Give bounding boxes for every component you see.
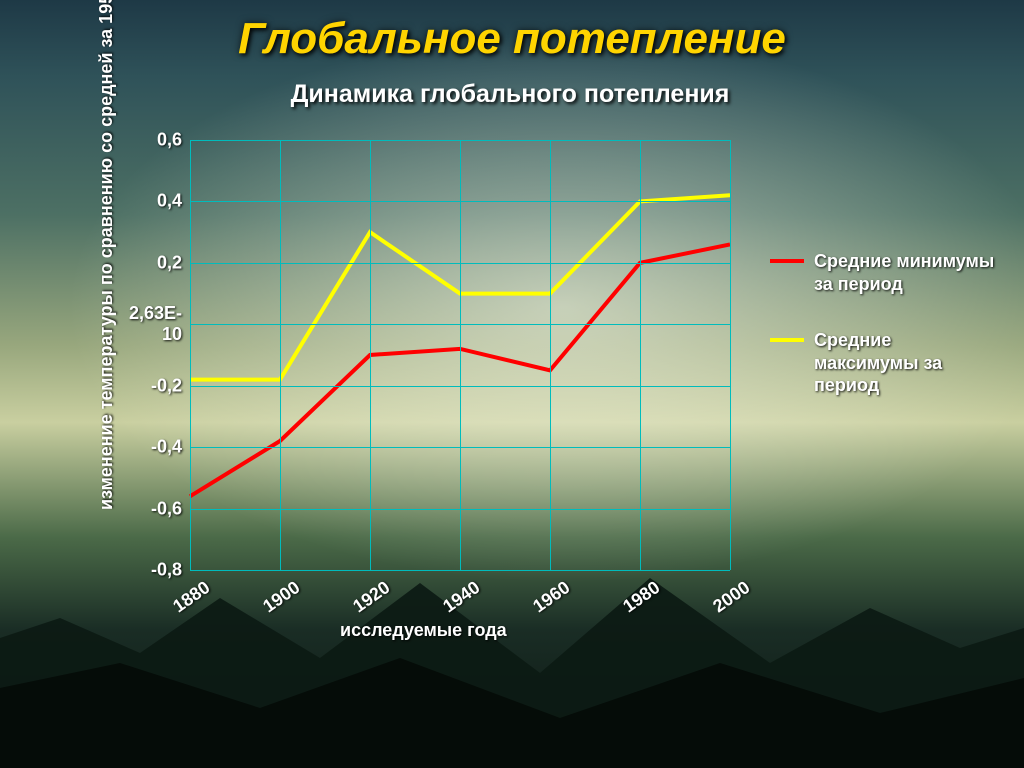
gridline-vertical [190, 140, 191, 570]
gridline-horizontal [190, 570, 730, 571]
x-tick-label: 1960 [505, 577, 574, 634]
legend-swatch [770, 259, 804, 263]
slide: Глобальное потепление Динамика глобально… [0, 0, 1024, 768]
y-tick-label: 0,4 [120, 191, 182, 212]
y-tick-label: 0,6 [120, 130, 182, 151]
gridline-vertical [460, 140, 461, 570]
legend: Средние минимумы за период Средние макси… [770, 250, 1000, 431]
gridline-vertical [640, 140, 641, 570]
legend-swatch [770, 338, 804, 342]
legend-label: Средние минимумы за период [814, 250, 1000, 295]
plot-area: 0,60,40,22,63E-10-0,2-0,4-0,6-0,81880190… [190, 140, 730, 570]
gridline-vertical [280, 140, 281, 570]
chart-title: Динамика глобального потепления [200, 80, 820, 109]
y-tick-label: -0,8 [120, 560, 182, 581]
x-tick-label: 1980 [595, 577, 664, 634]
y-tick-label: -0,4 [120, 437, 182, 458]
gridline-vertical [550, 140, 551, 570]
gridline-vertical [370, 140, 371, 570]
legend-item: Средние максимумы за период [770, 329, 1000, 397]
x-axis-label: исследуемые года [340, 620, 507, 641]
legend-label: Средние максимумы за период [814, 329, 1000, 397]
x-tick-label: 2000 [685, 577, 754, 634]
y-tick-label: 2,63E-10 [120, 303, 182, 345]
y-tick-label: 0,2 [120, 252, 182, 273]
page-title: Глобальное потепление [0, 14, 1024, 64]
x-tick-label: 1880 [145, 577, 214, 634]
y-axis-label: изменение температуры по сравнению со ср… [96, 0, 117, 510]
x-tick-label: 1900 [235, 577, 304, 634]
gridline-vertical [730, 140, 731, 570]
chart: изменение температуры по сравнению со ср… [130, 130, 770, 690]
legend-item: Средние минимумы за период [770, 250, 1000, 295]
y-tick-label: -0,2 [120, 375, 182, 396]
y-tick-label: -0,6 [120, 498, 182, 519]
